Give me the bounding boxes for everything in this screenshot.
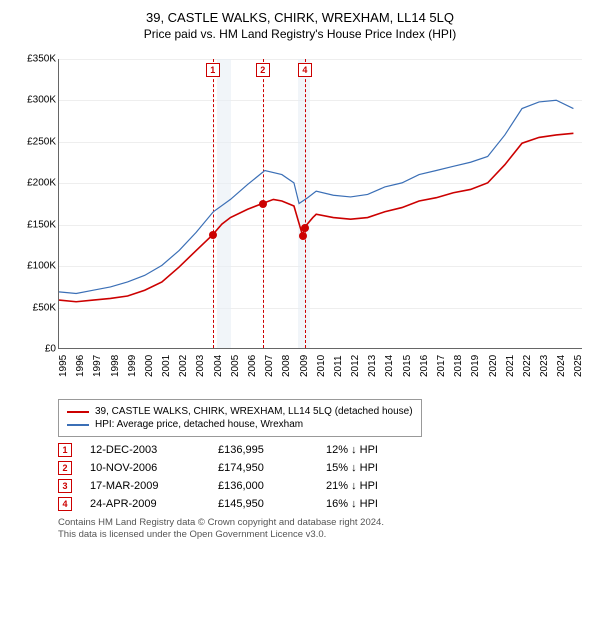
x-tick-label: 2025 [573,355,600,377]
sale-index: 4 [58,497,72,511]
sale-index: 2 [58,461,72,475]
plot-area: 1 2 4 [58,59,582,349]
y-tick-label: £50K [8,302,56,313]
chart-marker: 2 [256,63,270,77]
sale-diff: 16% ↓ HPI [326,498,416,510]
legend-row: 39, CASTLE WALKS, CHIRK, WREXHAM, LL14 5… [67,406,413,417]
sale-index: 3 [58,479,72,493]
y-tick-label: £350K [8,54,56,65]
footer-line: Contains HM Land Registry data © Crown c… [58,517,592,529]
sales-row: 3 17-MAR-2009 £136,000 21% ↓ HPI [58,479,592,493]
y-tick-label: £100K [8,261,56,272]
series-hpi [59,100,573,293]
sale-price: £136,000 [218,480,308,492]
chart-marker: 1 [206,63,220,77]
sale-point [299,232,307,240]
footer: Contains HM Land Registry data © Crown c… [58,517,592,542]
chart: £0 £50K £100K £150K £200K £250K £300K £350K 1 2 4… [8,49,592,389]
footer-line: This data is licensed under the Open Gov… [58,529,592,541]
chart-marker: 4 [298,63,312,77]
sale-diff: 12% ↓ HPI [326,444,416,456]
sales-row: 1 12-DEC-2003 £136,995 12% ↓ HPI [58,443,592,457]
sales-row: 4 24-APR-2009 £145,950 16% ↓ HPI [58,497,592,511]
sale-point [301,224,309,232]
sale-price: £145,950 [218,498,308,510]
sale-diff: 15% ↓ HPI [326,462,416,474]
sale-index: 1 [58,443,72,457]
legend: 39, CASTLE WALKS, CHIRK, WREXHAM, LL14 5… [58,399,422,437]
legend-swatch [67,411,89,413]
y-tick-label: £0 [8,344,56,355]
chart-series [59,59,582,348]
sales-row: 2 10-NOV-2006 £174,950 15% ↓ HPI [58,461,592,475]
page-subtitle: Price paid vs. HM Land Registry's House … [8,27,592,41]
sales-table: 1 12-DEC-2003 £136,995 12% ↓ HPI 2 10-NOV-200… [58,443,592,511]
series-property [59,133,573,301]
sale-date: 17-MAR-2009 [90,480,200,492]
legend-label: 39, CASTLE WALKS, CHIRK, WREXHAM, LL14 5… [95,406,413,417]
legend-row: HPI: Average price, detached house, Wrex… [67,419,413,430]
sale-price: £174,950 [218,462,308,474]
sale-point [259,200,267,208]
y-tick-label: £150K [8,219,56,230]
legend-swatch [67,424,89,426]
y-tick-label: £250K [8,136,56,147]
sale-price: £136,995 [218,444,308,456]
sale-diff: 21% ↓ HPI [326,480,416,492]
sale-date: 12-DEC-2003 [90,444,200,456]
y-tick-label: £200K [8,178,56,189]
sale-date: 24-APR-2009 [90,498,200,510]
y-tick-label: £300K [8,95,56,106]
sale-date: 10-NOV-2006 [90,462,200,474]
page-title: 39, CASTLE WALKS, CHIRK, WREXHAM, LL14 5… [8,10,592,25]
legend-label: HPI: Average price, detached house, Wrex… [95,419,303,430]
sale-point [209,231,217,239]
